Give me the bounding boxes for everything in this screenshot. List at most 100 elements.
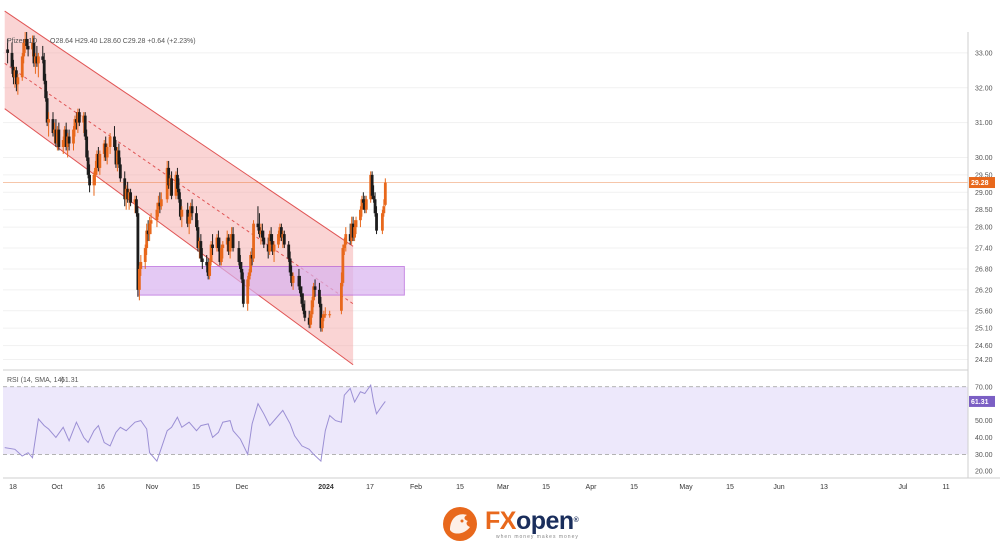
candle-body [272, 244, 276, 252]
candle-body [113, 136, 116, 147]
price-tick-label: 28.50 [975, 207, 993, 214]
candle-body [102, 143, 106, 154]
candle-body [75, 119, 78, 123]
candle-body [42, 59, 46, 81]
candle-body [363, 202, 367, 210]
rsi-pane [3, 383, 968, 463]
candle-body [34, 56, 37, 64]
price-tick-label: 27.40 [975, 246, 993, 253]
candle-body [341, 248, 345, 283]
candle-body [309, 314, 313, 325]
brand-tagline: when money makes money [496, 534, 579, 540]
candle-body [149, 220, 153, 224]
candle-body [61, 140, 65, 147]
candle-body [240, 268, 244, 280]
candle-body [269, 234, 273, 242]
candle-body [219, 248, 223, 262]
candle-body [88, 174, 91, 186]
candle-body [300, 293, 304, 304]
candle-body [230, 234, 233, 242]
time-tick-label: 17 [366, 484, 374, 491]
lion-emblem-icon [443, 507, 477, 541]
candle-body [118, 164, 122, 179]
candle-body [157, 202, 160, 210]
candle-body [268, 234, 272, 252]
candle-body [136, 213, 140, 290]
brand-fx: FX [485, 507, 516, 535]
candle-body [271, 241, 274, 252]
candle-body [215, 237, 219, 249]
candle-body [32, 42, 36, 64]
price-tick-label: 33.00 [975, 50, 993, 57]
candle-body [196, 227, 200, 249]
candle-body [252, 223, 255, 259]
candle-body [250, 255, 254, 259]
candle-body [85, 136, 89, 158]
candle-body [382, 206, 386, 214]
time-tick-label: 16 [97, 484, 105, 491]
time-tick-label: 13 [820, 484, 828, 491]
candle-body [197, 241, 201, 249]
candle-body [299, 286, 302, 294]
candle-body [116, 150, 119, 165]
time-tick-label: 15 [542, 484, 550, 491]
time-tick-label: 15 [726, 484, 734, 491]
candle-body [218, 248, 222, 262]
candle-body [370, 174, 374, 196]
candle-body [105, 146, 109, 158]
price-tick-label: 31.00 [975, 120, 993, 127]
candle-body [373, 199, 377, 214]
candle-body [227, 237, 231, 252]
candle-body [313, 286, 317, 290]
candle-body [211, 244, 214, 249]
candle-body [63, 129, 67, 141]
candle-body [10, 52, 14, 67]
candle-body [127, 192, 131, 200]
candle-body [178, 199, 182, 217]
legend: Pfizer, 1D O28.64 H29.40 L28.60 C29.28 +… [7, 38, 196, 384]
candle-body [328, 314, 332, 316]
channel-upper-line [4, 10, 354, 247]
candle-body [221, 244, 225, 249]
price-tick-label: 24.20 [975, 357, 993, 364]
candle-body [145, 230, 149, 249]
price-tick-label: 29.50 [975, 172, 993, 179]
candle-body [312, 286, 315, 301]
candles [6, 32, 387, 332]
candle-body [189, 206, 193, 217]
candle-body [238, 261, 242, 269]
candle-body [83, 115, 87, 137]
time-tick-label: Feb [410, 484, 422, 491]
candle-body [231, 234, 235, 249]
candle-body [53, 129, 56, 134]
price-tick-label: 30.00 [975, 155, 993, 162]
candle-body [26, 45, 30, 50]
candle-body [360, 199, 364, 210]
candle-body [82, 115, 86, 123]
brand-wordmark: FXopen® [485, 507, 579, 535]
price-tick-label: 26.20 [975, 287, 993, 294]
candle-body [200, 258, 204, 262]
candle-body [281, 234, 285, 238]
candle-body [55, 129, 59, 144]
candle-body [12, 66, 15, 78]
axis-labels[interactable]: 33.00 32.00 31.00 30.00 29.50 29.00 28.50 28.00… [9, 50, 995, 491]
candle-body [129, 192, 132, 203]
rsi-tick-label: 20.00 [975, 469, 993, 476]
candle-body [54, 129, 58, 144]
candle-body [205, 261, 209, 266]
candle-body [104, 143, 108, 158]
candle-body [35, 56, 39, 64]
rsi-band [3, 386, 968, 455]
candle-body [322, 314, 326, 318]
time-tick-label: 15 [456, 484, 464, 491]
candle-body [372, 195, 376, 200]
candle-body [117, 150, 121, 165]
candle-body [25, 38, 29, 46]
candle-body [186, 209, 190, 224]
candle-body [31, 42, 34, 50]
time-tick-label: 15 [192, 484, 200, 491]
candle-body [123, 178, 127, 200]
candle-body [259, 230, 263, 235]
candle-body [165, 167, 169, 200]
